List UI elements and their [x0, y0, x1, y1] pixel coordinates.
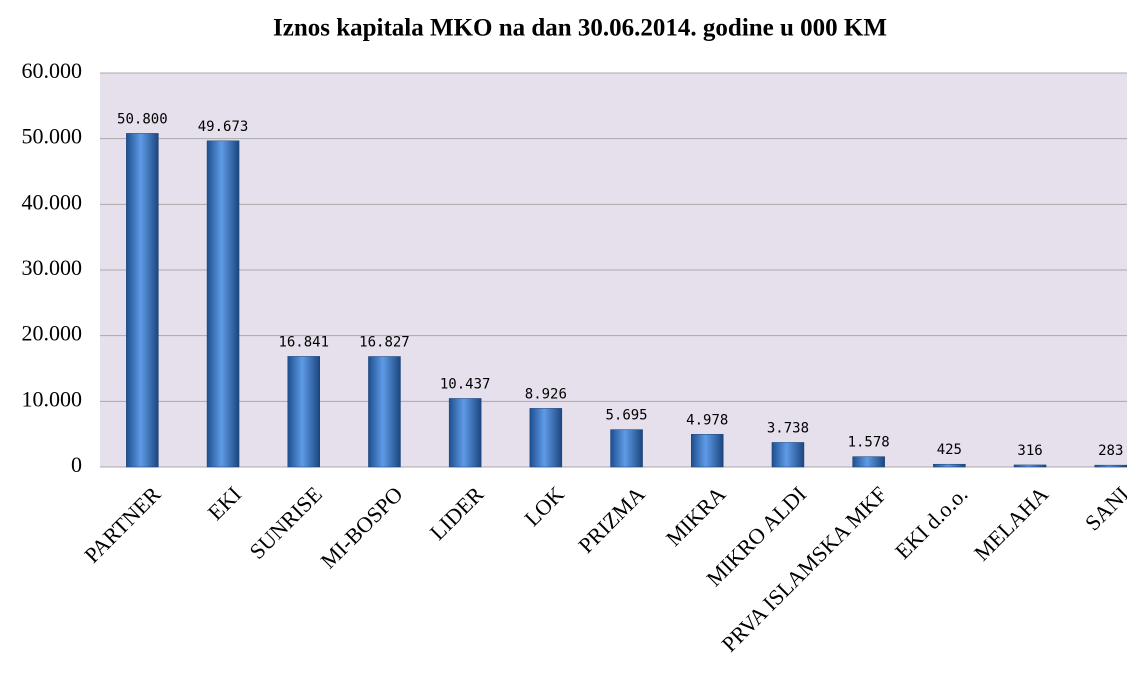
- value-label: 49.673: [198, 119, 249, 135]
- y-tick-label: 20.000: [22, 321, 83, 346]
- value-label: 8.926: [525, 386, 567, 402]
- x-tick-label: PRVA ISLAMSKA MKF: [717, 481, 892, 656]
- bar: [610, 429, 643, 468]
- y-tick-label: 60.000: [22, 58, 83, 83]
- y-tick-label: 10.000: [22, 386, 83, 411]
- bar: [448, 398, 482, 468]
- x-tick-label: SANI: [1080, 481, 1127, 535]
- bar: [529, 408, 563, 468]
- bar: [691, 434, 724, 468]
- value-label: 316: [1017, 443, 1042, 459]
- value-label: 5.695: [605, 408, 647, 424]
- y-tick-label: 50.000: [22, 124, 83, 149]
- bar: [287, 356, 320, 468]
- value-label: 4.978: [686, 412, 728, 428]
- x-tick-label: EKI: [203, 481, 247, 525]
- bar: [933, 463, 966, 468]
- bar: [206, 140, 240, 468]
- value-label: 50.800: [117, 111, 168, 127]
- x-tick-label: MIKRA: [661, 481, 731, 551]
- bar: [1094, 464, 1127, 468]
- value-label: 16.841: [278, 334, 329, 350]
- bar: [368, 356, 401, 468]
- value-label: 16.827: [359, 335, 410, 351]
- x-tick-label: PARTNER: [79, 481, 165, 567]
- chart-title: Iznos kapitala MKO na dan 30.06.2014. go…: [273, 15, 887, 42]
- value-label: 283: [1098, 443, 1123, 459]
- y-tick-label: 0: [71, 452, 82, 477]
- value-label: 425: [937, 442, 962, 458]
- bar: [126, 133, 159, 468]
- y-tick-label: 40.000: [22, 189, 83, 214]
- x-tick-label: LOK: [519, 481, 569, 531]
- x-tick-label: MI-BOSPO: [316, 481, 408, 573]
- x-tick-label: SUNRISE: [244, 481, 327, 564]
- bar: [771, 442, 805, 468]
- bar: [1013, 464, 1047, 468]
- x-tick-label: EKI d.o.o.: [890, 481, 972, 563]
- bar: [852, 456, 885, 468]
- y-tick-label: 30.000: [22, 255, 83, 280]
- x-tick-label: MELAHA: [969, 481, 1053, 565]
- x-tick-label: LIDER: [425, 481, 489, 545]
- x-tick-label: PRIZMA: [573, 481, 650, 558]
- value-label: 3.738: [767, 420, 809, 436]
- value-label: 1.578: [848, 435, 890, 451]
- value-label: 10.437: [440, 376, 491, 392]
